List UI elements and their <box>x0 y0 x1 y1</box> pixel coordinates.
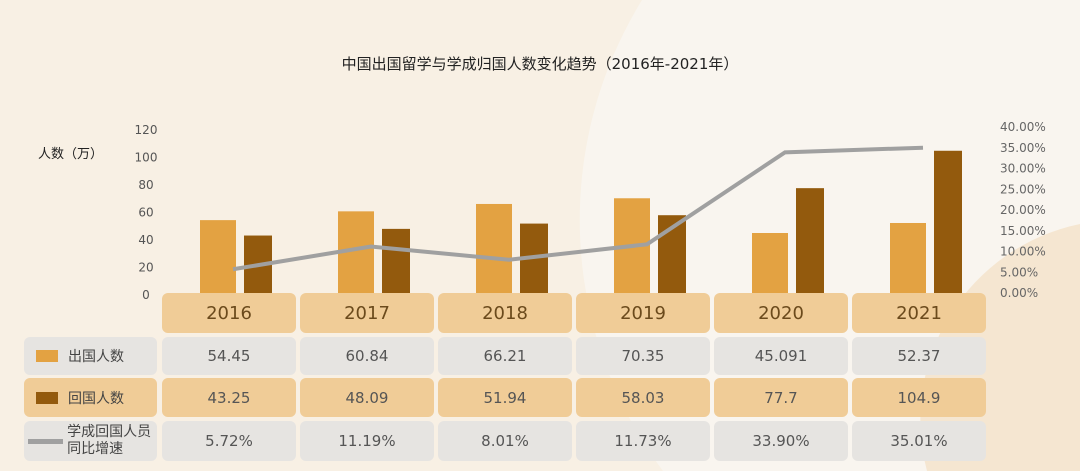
table-cell: 51.94 <box>438 378 572 417</box>
table-cell: 104.9 <box>852 378 986 417</box>
y-tick-label: 100 <box>135 151 158 165</box>
table-cell: 8.01% <box>438 421 572 461</box>
table-cell: 11.73% <box>576 421 710 461</box>
y-tick-label: 20 <box>138 261 153 275</box>
table-cell: 58.03 <box>576 378 710 417</box>
chart-title: 中国出国留学与学成归国人数变化趋势（2016年-2021年） <box>341 55 739 73</box>
y2-tick-label: 10.00% <box>1000 245 1046 259</box>
y2-tick-label: 0.00% <box>1000 286 1038 300</box>
legend-label: 出国人数 <box>68 349 124 365</box>
table-cell: 60.84 <box>300 337 434 375</box>
bar-outbound <box>890 222 926 295</box>
table-cell: 48.09 <box>300 378 434 417</box>
legend-swatch <box>36 391 58 404</box>
table-cell: 70.35 <box>576 337 710 375</box>
table-cell: 35.01% <box>852 421 986 461</box>
table-cell: 43.25 <box>162 378 296 417</box>
legend-label: 回国人数 <box>68 390 124 407</box>
y2-tick-label: 40.00% <box>1000 120 1046 134</box>
legend-label: 学成回国人员同比增速 <box>67 424 152 457</box>
y-axis-label: 人数（万） <box>38 147 104 162</box>
bar-outbound <box>476 203 512 295</box>
table-cell: 11.19% <box>300 421 434 461</box>
growth-line <box>232 145 924 272</box>
table-cell: 54.45 <box>162 337 296 375</box>
y-tick-label: 80 <box>138 178 153 192</box>
y2-tick-label: 25.00% <box>1000 182 1046 196</box>
legend-growth: 学成回国人员同比增速 <box>24 421 157 461</box>
legend-returned: 回国人数 <box>24 378 157 417</box>
table-cell: 66.21 <box>438 337 572 375</box>
table-cell: 5.72% <box>162 421 296 461</box>
year-header: 2019 <box>576 293 710 333</box>
y-tick-label: 0 <box>142 288 150 302</box>
y2-tick-label: 15.00% <box>1000 224 1046 238</box>
year-header: 2016 <box>162 293 296 333</box>
legend-swatch <box>28 438 64 444</box>
bar-returned <box>382 228 410 295</box>
y-tick-label: 120 <box>135 123 158 137</box>
table-cell: 33.90% <box>714 421 848 461</box>
table-cell: 52.37 <box>852 337 986 375</box>
y2-tick-label: 5.00% <box>1000 265 1038 279</box>
table-cell: 77.7 <box>714 378 848 417</box>
year-header: 2017 <box>300 293 434 333</box>
y-tick-label: 60 <box>138 206 153 220</box>
bar-outbound <box>338 211 374 295</box>
y2-tick-label: 30.00% <box>1000 162 1046 176</box>
bar-returned <box>934 150 962 295</box>
table-cell: 45.091 <box>714 337 848 375</box>
year-header: 2020 <box>714 293 848 333</box>
bar-outbound <box>200 220 236 295</box>
y-tick-label: 40 <box>138 233 153 247</box>
bar-outbound <box>752 232 788 295</box>
bar-returned <box>796 188 824 295</box>
legend-swatch <box>36 350 58 362</box>
legend-outbound: 出国人数 <box>24 337 157 375</box>
year-header: 2021 <box>852 293 986 333</box>
y2-tick-label: 35.00% <box>1000 141 1046 155</box>
year-header: 2018 <box>438 293 572 333</box>
y2-tick-label: 20.00% <box>1000 203 1046 217</box>
